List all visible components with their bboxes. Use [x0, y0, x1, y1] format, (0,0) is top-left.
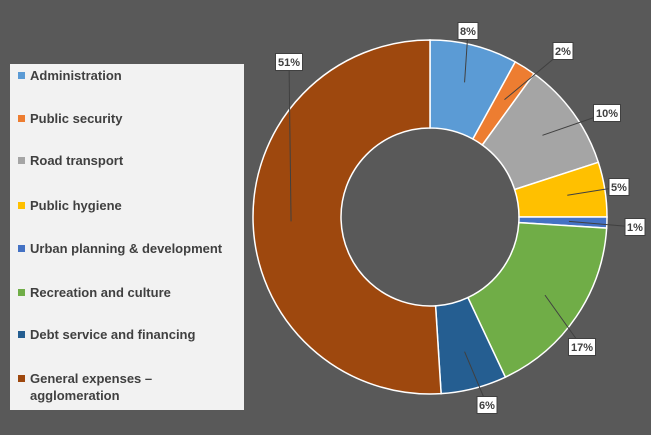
data-label-public-security: 2%	[552, 42, 574, 60]
data-label-box	[568, 338, 596, 356]
legend-item-urban-planning: Urban planning & development	[18, 240, 244, 257]
legend-item-public-hygiene: Public hygiene	[18, 197, 244, 214]
legend-label-administration: Administration	[30, 68, 122, 83]
legend-label-public-hygiene: Public hygiene	[30, 198, 122, 213]
data-label-box	[476, 396, 498, 414]
legend-item-administration: Administration	[18, 67, 244, 84]
legend-swatch-general-expenses	[18, 375, 25, 382]
legend-label-road-transport: Road transport	[30, 153, 124, 168]
data-label-text: 51%	[278, 57, 300, 69]
data-label-administration: 8%	[457, 22, 479, 40]
data-label-box	[608, 178, 630, 196]
legend-swatch-recreation	[18, 289, 25, 296]
data-label-road-transport: 10%	[593, 104, 621, 122]
slice-recreation-and-culture	[466, 221, 608, 379]
legend-swatch-public-hygiene	[18, 202, 25, 209]
leader-line-general-expenses-agglomeration	[288, 61, 292, 222]
slice-general-expenses-agglomeration	[252, 39, 442, 395]
legend-label-public-security: Public security	[30, 111, 123, 126]
legend-item-public-security: Public security	[18, 110, 244, 127]
legend-label-recreation: Recreation and culture	[30, 285, 171, 300]
data-label-debt-service-and-financing: 6%	[476, 396, 498, 414]
legend-swatch-debt-service	[18, 331, 25, 338]
legend-item-general-expenses: General expenses – agglomeration	[18, 370, 178, 404]
legend-item-debt-service: Debt service and financing	[18, 326, 244, 343]
legend-label-debt-service: Debt service and financing	[30, 327, 196, 342]
data-label-text: 2%	[555, 46, 571, 58]
legend-item-recreation: Recreation and culture	[18, 284, 244, 301]
data-label-recreation-and-culture: 17%	[568, 338, 596, 356]
data-labels: 8% 2% 10% 5% 1% 17% 6% 51%	[275, 22, 646, 414]
data-label-text: 17%	[571, 342, 593, 354]
data-label-text: 1%	[627, 222, 643, 234]
data-label-box	[624, 218, 646, 236]
data-label-text: 6%	[479, 400, 495, 412]
data-label-box	[593, 104, 621, 122]
legend: Administration Public security Road tran…	[10, 64, 244, 410]
legend-swatch-public-security	[18, 115, 25, 122]
legend-label-urban-planning: Urban planning & development	[30, 241, 223, 256]
data-label-box	[457, 22, 479, 40]
data-label-box	[275, 53, 303, 71]
data-label-text: 5%	[611, 182, 627, 194]
leader-line-urban-planning-and-development	[568, 220, 636, 228]
legend-swatch-urban-planning	[18, 245, 25, 252]
data-label-text: 10%	[596, 108, 618, 120]
data-label-box	[552, 42, 574, 60]
donut-slices	[252, 39, 608, 395]
legend-swatch-road-transport	[18, 157, 25, 164]
data-label-general-expenses-agglomeration: 51%	[275, 53, 303, 71]
legend-item-road-transport: Road transport	[18, 152, 244, 169]
legend-swatch-administration	[18, 72, 25, 79]
legend-label-general-expenses: General expenses – agglomeration	[30, 371, 153, 403]
data-label-urban-planning-and-development: 1%	[624, 218, 646, 236]
data-label-text: 8%	[460, 26, 476, 38]
data-label-public-hygiene: 5%	[608, 178, 630, 196]
